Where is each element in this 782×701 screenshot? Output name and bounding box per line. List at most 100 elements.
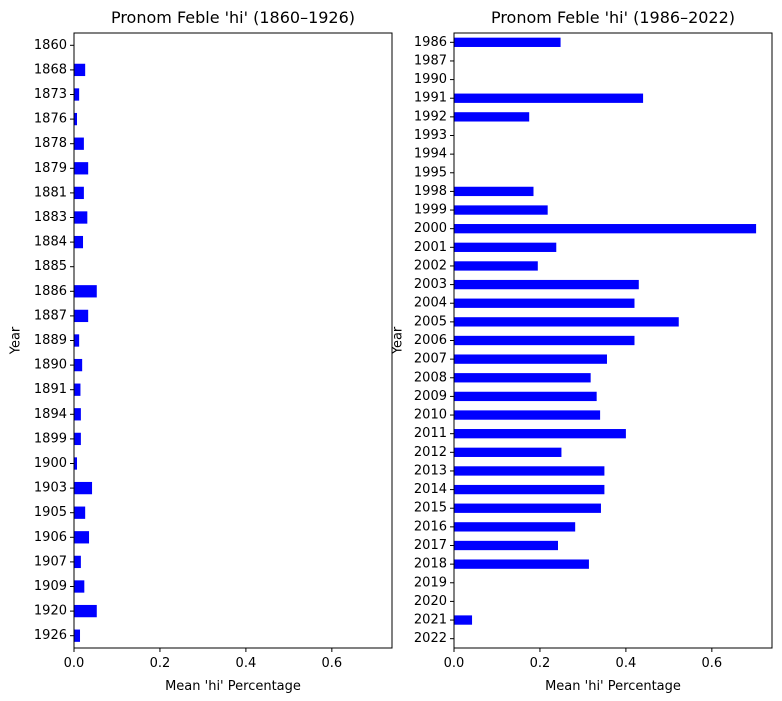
x-tick-label: 0.6 — [321, 656, 342, 671]
bar-1889 — [74, 334, 80, 347]
bar-2004 — [454, 298, 635, 308]
y-tick-label: 2014 — [414, 482, 447, 497]
bar-2001 — [454, 242, 557, 252]
y-tick-label: 2010 — [414, 408, 447, 423]
y-tick-label: 1991 — [414, 91, 447, 106]
y-tick-label: 1992 — [414, 109, 447, 124]
y-tick-label: 1906 — [34, 530, 67, 545]
y-tick-label: 2000 — [414, 221, 447, 236]
y-tick-label: 1879 — [34, 161, 67, 176]
bar-2017 — [454, 540, 558, 551]
x-tick-label: 0.4 — [236, 656, 257, 671]
x-tick-label: 0.2 — [150, 656, 171, 671]
y-tick-label: 1889 — [34, 333, 67, 348]
y-tick-label: 1890 — [34, 358, 67, 373]
bar-1894 — [74, 408, 81, 421]
x-axis-label: Mean 'hi' Percentage — [545, 679, 681, 694]
chart-right-panel: 1986 1987 1990 1991 1992 1993 1994 1995 1998 1999… — [391, 8, 773, 694]
bar-2014 — [454, 484, 605, 495]
y-tick-label: 1994 — [414, 147, 447, 162]
bar-1884 — [74, 235, 84, 249]
bar-2008 — [454, 373, 591, 383]
bar-2018 — [454, 559, 589, 569]
bar-2013 — [454, 466, 605, 476]
bar-2000 — [454, 224, 757, 234]
y-tick-label: 2015 — [414, 501, 447, 516]
bar-1991 — [454, 93, 644, 103]
bar-2015 — [454, 503, 601, 513]
y-tick-label: 1886 — [34, 284, 67, 299]
y-tick-label: 2008 — [414, 370, 447, 385]
y-tick-label: 2001 — [414, 240, 447, 255]
y-tick-label: 1909 — [34, 579, 67, 594]
bar-2005 — [454, 317, 679, 327]
bar-1891 — [74, 383, 81, 396]
chart-title: Pronom Feble 'hi' (1860–1926) — [111, 8, 355, 27]
y-axis-label: Year — [391, 326, 406, 355]
y-tick-label: 1887 — [34, 308, 67, 323]
y-tick-label: 1900 — [34, 456, 67, 471]
x-tick-label: 0.4 — [616, 656, 637, 671]
y-tick-label: 1878 — [34, 136, 67, 151]
y-tick-label: 2004 — [414, 296, 447, 311]
y-tick-label: 1860 — [34, 38, 67, 53]
bar-1906 — [74, 531, 90, 544]
bar-1883 — [74, 211, 88, 224]
y-tick-label: 1926 — [34, 628, 67, 643]
bar-1903 — [74, 481, 93, 495]
bar-1878 — [74, 137, 84, 150]
bar-1873 — [74, 88, 80, 101]
y-tick-label: 1885 — [34, 259, 67, 274]
y-tick-label: 2003 — [414, 277, 447, 292]
y-tick-label: 1876 — [34, 112, 67, 127]
y-tick-label: 1907 — [34, 554, 67, 569]
y-tick-label: 2022 — [414, 631, 447, 646]
y-tick-label: 2006 — [414, 333, 447, 348]
y-tick-label: 1868 — [34, 62, 67, 77]
y-tick-label: 2016 — [414, 519, 447, 534]
y-tick-label: 1891 — [34, 382, 67, 397]
bar-1907 — [74, 555, 81, 569]
y-tick-label: 2013 — [414, 463, 447, 478]
y-tick-label: 2005 — [414, 314, 447, 329]
y-tick-label: 1920 — [34, 604, 67, 619]
chart-title: Pronom Feble 'hi' (1986–2022) — [491, 8, 735, 27]
bar-2003 — [454, 279, 639, 290]
bar-1876 — [74, 112, 78, 126]
y-tick-label: 2021 — [414, 613, 447, 628]
y-tick-label: 1905 — [34, 505, 67, 520]
y-tick-label: 2009 — [414, 389, 447, 404]
y-tick-label: 1881 — [34, 185, 67, 200]
y-tick-label: 2007 — [414, 352, 447, 367]
y-tick-label: 1999 — [414, 203, 447, 218]
bar-1890 — [74, 358, 83, 372]
bar-1998 — [454, 186, 534, 197]
y-tick-label: 1995 — [414, 165, 447, 180]
y-tick-label: 1986 — [414, 35, 447, 50]
chart-left-panel: 1860 1868 1873 1876 1878 1879 1881 1883 1884 1885… — [9, 8, 393, 694]
bar-1992 — [454, 112, 530, 122]
bar-1909 — [74, 580, 85, 593]
bar-2021 — [454, 615, 473, 625]
y-tick-label: 2002 — [414, 258, 447, 273]
bar-1986 — [454, 37, 561, 47]
x-tick-label: 0.0 — [444, 656, 465, 671]
bar-2002 — [454, 261, 538, 271]
bar-1899 — [74, 432, 81, 446]
bar-1999 — [454, 205, 548, 215]
bar-1905 — [74, 506, 86, 519]
bar-2009 — [454, 391, 597, 402]
bar-2012 — [454, 447, 562, 457]
y-tick-label: 1990 — [414, 72, 447, 87]
bar-2011 — [454, 429, 626, 439]
y-tick-label: 2012 — [414, 445, 447, 460]
y-tick-label: 1899 — [34, 431, 67, 446]
y-tick-label: 2011 — [414, 426, 447, 441]
bar-1879 — [74, 162, 89, 175]
bar-2006 — [454, 335, 635, 346]
y-tick-label: 2019 — [414, 575, 447, 590]
bar-1868 — [74, 63, 86, 77]
y-tick-label: 1998 — [414, 184, 447, 199]
x-tick-label: 0.6 — [701, 656, 722, 671]
